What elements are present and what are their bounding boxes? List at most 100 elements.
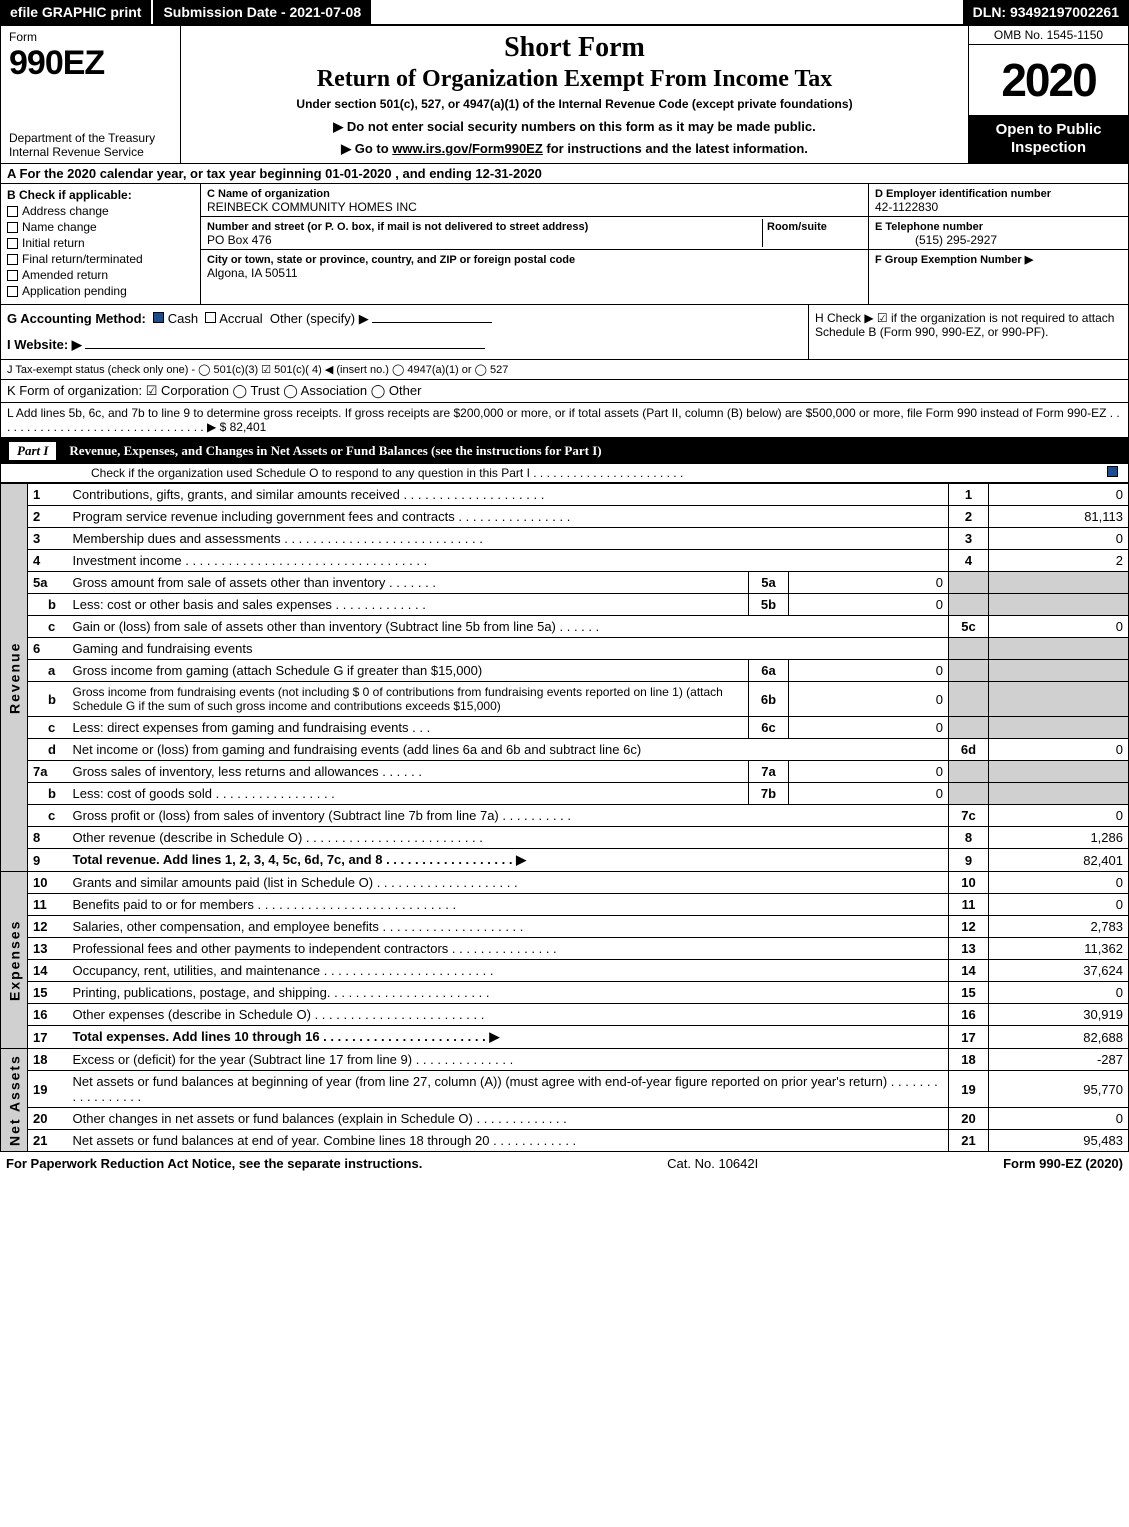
- instructions-link-line: ▶ Go to www.irs.gov/Form990EZ for instru…: [191, 141, 958, 157]
- org-name: REINBECK COMMUNITY HOMES INC: [207, 200, 417, 214]
- box-def: D Employer identification number 42-1122…: [868, 184, 1128, 304]
- dln-label: DLN: 93492197002261: [963, 0, 1129, 24]
- line-k: K Form of organization: ☑ Corporation ◯ …: [0, 380, 1129, 403]
- ein-value: 42-1122830: [875, 200, 938, 214]
- checkbox-accrual[interactable]: [205, 312, 216, 323]
- checkbox-icon[interactable]: [7, 222, 18, 233]
- line-g: G Accounting Method: Cash Accrual Other …: [1, 305, 808, 359]
- check-amended-return[interactable]: Amended return: [7, 268, 194, 282]
- entity-info-block: B Check if applicable: Address change Na…: [0, 184, 1129, 305]
- dept-treasury: Department of the Treasury: [9, 131, 172, 145]
- line-21-value: 95,483: [989, 1130, 1129, 1152]
- checkbox-icon[interactable]: [7, 254, 18, 265]
- expenses-side-label: Expenses: [1, 872, 28, 1049]
- line-1-value: 0: [989, 484, 1129, 506]
- check-address-change[interactable]: Address change: [7, 204, 194, 218]
- line-12-value: 2,783: [989, 916, 1129, 938]
- website-input[interactable]: [85, 348, 485, 349]
- header-left: Form 990EZ Department of the Treasury In…: [1, 26, 181, 163]
- checkbox-icon[interactable]: [7, 270, 18, 281]
- efile-print-button[interactable]: efile GRAPHIC print: [0, 0, 153, 24]
- line-15-value: 0: [989, 982, 1129, 1004]
- schedule-o-checkbox[interactable]: [1107, 466, 1118, 477]
- line-20-value: 0: [989, 1108, 1129, 1130]
- org-address: PO Box 476: [207, 233, 272, 247]
- ein-label: D Employer identification number: [875, 188, 1051, 200]
- omb-number: OMB No. 1545-1150: [969, 26, 1128, 45]
- checkbox-cash[interactable]: [153, 312, 164, 323]
- line-19-value: 95,770: [989, 1071, 1129, 1108]
- line-i: I Website: ▶: [7, 337, 82, 352]
- checkbox-icon[interactable]: [7, 238, 18, 249]
- part-1-header: Part I Revenue, Expenses, and Changes in…: [0, 438, 1129, 464]
- form-title-2: Return of Organization Exempt From Incom…: [191, 66, 958, 93]
- form-header: Form 990EZ Department of the Treasury In…: [0, 25, 1129, 164]
- line-l: L Add lines 5b, 6c, and 7b to line 9 to …: [0, 403, 1129, 438]
- line-6d-value: 0: [989, 739, 1129, 761]
- line-14-value: 37,624: [989, 960, 1129, 982]
- part-1-title: Revenue, Expenses, and Changes in Net As…: [69, 443, 601, 459]
- part-1-table: Revenue 1Contributions, gifts, grants, a…: [0, 483, 1129, 1152]
- checkbox-icon[interactable]: [7, 286, 18, 297]
- top-bar: efile GRAPHIC print Submission Date - 20…: [0, 0, 1129, 25]
- line-4-value: 2: [989, 550, 1129, 572]
- tax-year: 2020: [969, 45, 1128, 115]
- part-1-schedule-o-check: Check if the organization used Schedule …: [0, 464, 1129, 483]
- check-final-return[interactable]: Final return/terminated: [7, 252, 194, 266]
- line-7a-subvalue: 0: [789, 761, 949, 783]
- line-18-value: -287: [989, 1049, 1129, 1071]
- line-8-value: 1,286: [989, 827, 1129, 849]
- line-7b-subvalue: 0: [789, 783, 949, 805]
- org-city: Algona, IA 50511: [207, 266, 298, 280]
- line-17-value: 82,688: [989, 1026, 1129, 1049]
- line-6b-subvalue: 0: [789, 682, 949, 717]
- line-6c-subvalue: 0: [789, 717, 949, 739]
- form-title-1: Short Form: [191, 32, 958, 64]
- form-ref: Form 990-EZ (2020): [1003, 1156, 1123, 1171]
- addr-label: Number and street (or P. O. box, if mail…: [207, 221, 588, 233]
- city-label: City or town, state or province, country…: [207, 254, 575, 266]
- line-13-value: 11,362: [989, 938, 1129, 960]
- line-5a-subvalue: 0: [789, 572, 949, 594]
- page-footer: For Paperwork Reduction Act Notice, see …: [0, 1152, 1129, 1175]
- public-inspection: Open to Public Inspection: [969, 115, 1128, 163]
- checkbox-icon[interactable]: [7, 206, 18, 217]
- check-application-pending[interactable]: Application pending: [7, 284, 194, 298]
- line-2-value: 81,113: [989, 506, 1129, 528]
- irs-link[interactable]: www.irs.gov/Form990EZ: [392, 141, 543, 156]
- box-b-title: B Check if applicable:: [7, 188, 132, 202]
- check-name-change[interactable]: Name change: [7, 220, 194, 234]
- group-exemption-label: F Group Exemption Number ▶: [875, 254, 1033, 266]
- catalog-number: Cat. No. 10642I: [667, 1156, 758, 1171]
- paperwork-notice: For Paperwork Reduction Act Notice, see …: [6, 1156, 422, 1171]
- line-a-period: A For the 2020 calendar year, or tax yea…: [0, 164, 1129, 184]
- submission-date-button[interactable]: Submission Date - 2021-07-08: [153, 0, 373, 24]
- form-number: 990EZ: [9, 44, 172, 83]
- accounting-other-input[interactable]: [372, 322, 492, 323]
- header-mid: Short Form Return of Organization Exempt…: [181, 26, 968, 163]
- part-1-label: Part I: [8, 441, 57, 461]
- revenue-side-label: Revenue: [1, 484, 28, 872]
- line-7c-value: 0: [989, 805, 1129, 827]
- dept-irs: Internal Revenue Service: [9, 145, 172, 159]
- tel-value: (515) 295-2927: [875, 233, 997, 247]
- box-b: B Check if applicable: Address change Na…: [1, 184, 201, 304]
- ssn-note: ▶ Do not enter social security numbers o…: [191, 119, 958, 135]
- form-word: Form: [9, 30, 172, 44]
- room-label: Room/suite: [767, 221, 827, 233]
- line-6a-subvalue: 0: [789, 660, 949, 682]
- line-5c-value: 0: [989, 616, 1129, 638]
- box-c: C Name of organization REINBECK COMMUNIT…: [201, 184, 868, 304]
- check-initial-return[interactable]: Initial return: [7, 236, 194, 250]
- form-subtitle: Under section 501(c), 527, or 4947(a)(1)…: [191, 97, 958, 111]
- tel-label: E Telephone number: [875, 221, 983, 233]
- header-right: OMB No. 1545-1150 2020 Open to Public In…: [968, 26, 1128, 163]
- org-name-label: C Name of organization: [207, 188, 330, 200]
- line-3-value: 0: [989, 528, 1129, 550]
- line-5b-subvalue: 0: [789, 594, 949, 616]
- line-h: H Check ▶ ☑ if the organization is not r…: [808, 305, 1128, 359]
- netassets-side-label: Net Assets: [1, 1049, 28, 1152]
- line-9-value: 82,401: [989, 849, 1129, 872]
- line-16-value: 30,919: [989, 1004, 1129, 1026]
- lines-g-h: G Accounting Method: Cash Accrual Other …: [0, 305, 1129, 360]
